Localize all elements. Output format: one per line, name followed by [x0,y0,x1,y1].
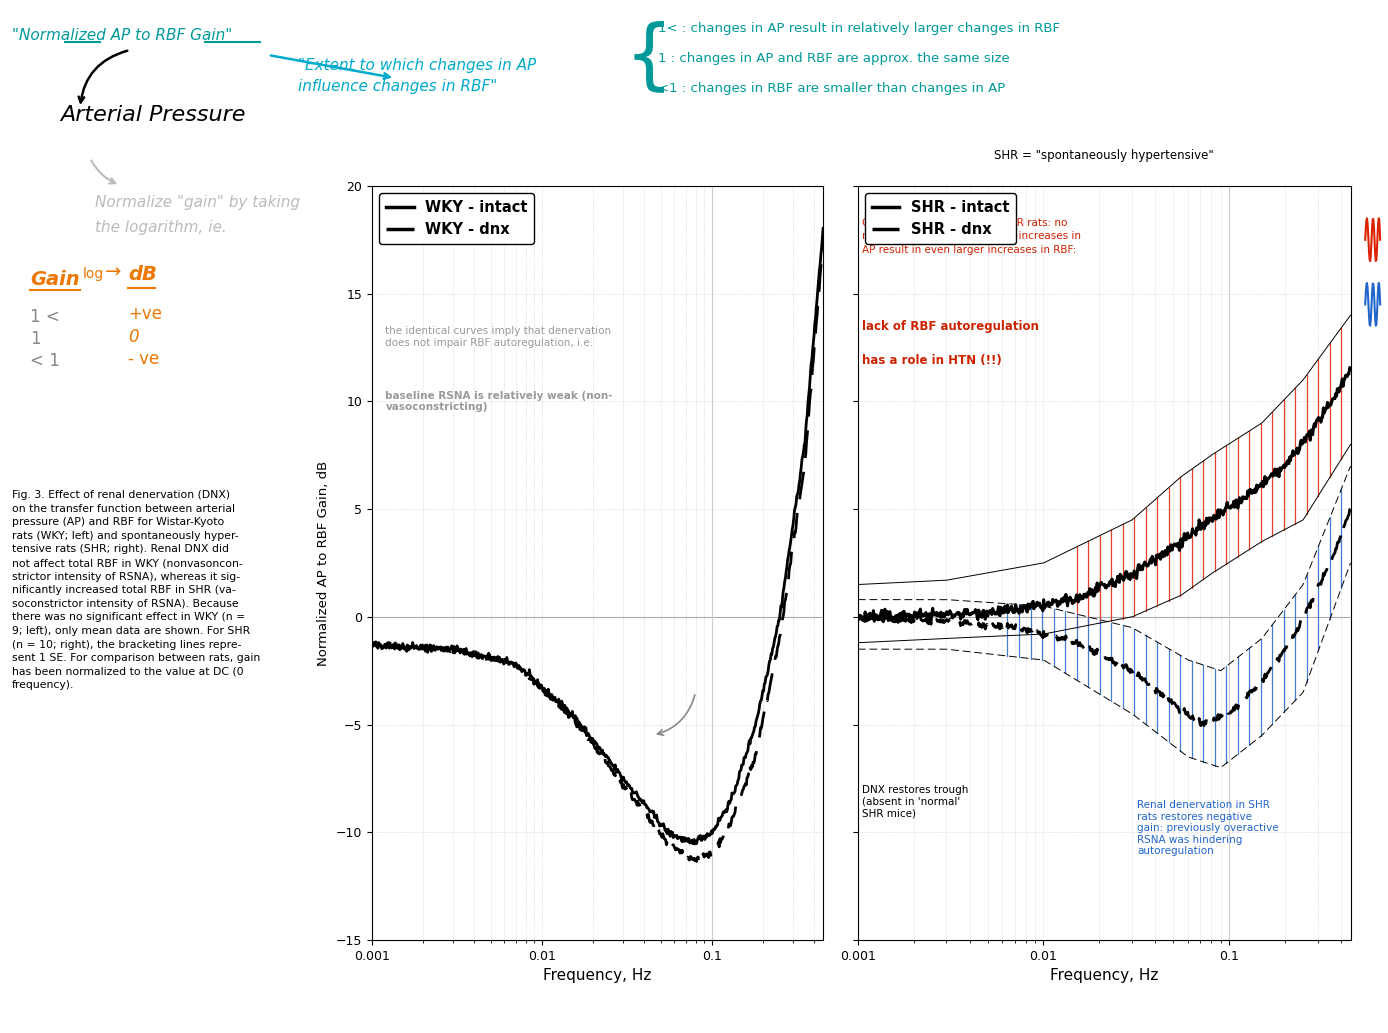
Text: Gain is always positive for SHR rats: no
matter the intensity of RSNA, increases: Gain is always positive for SHR rats: no… [862,218,1081,255]
Text: →: → [105,263,121,282]
Text: 1< : changes in AP result in relatively larger changes in RBF: 1< : changes in AP result in relatively … [658,22,1060,35]
Text: log: log [83,267,104,281]
Text: SHR = "spontaneously hypertensive": SHR = "spontaneously hypertensive" [994,149,1213,162]
Text: baseline RSNA is relatively weak (non-
vasoconstricting): baseline RSNA is relatively weak (non- v… [386,390,613,412]
Y-axis label: Normalized AP to RBF Gain, dB: Normalized AP to RBF Gain, dB [318,461,330,665]
Text: - ve: - ve [128,350,160,368]
Legend: WKY - intact, WKY - dnx: WKY - intact, WKY - dnx [379,193,534,244]
Text: {: { [625,20,673,94]
Text: "Extent to which changes in AP
influence changes in RBF": "Extent to which changes in AP influence… [298,58,536,94]
Text: lack of RBF autoregulation: lack of RBF autoregulation [862,319,1038,333]
Text: Gain: Gain [31,270,79,289]
Text: has a role in HTN (!!): has a role in HTN (!!) [862,354,1002,367]
Text: Arterial Pressure: Arterial Pressure [60,105,246,125]
X-axis label: Frequency, Hz: Frequency, Hz [543,968,652,983]
Text: 1: 1 [31,330,40,348]
Text: dB: dB [128,265,157,284]
Text: the identical curves imply that denervation
does not impair RBF autoregulation, : the identical curves imply that denervat… [386,326,612,347]
Text: "Normalized AP to RBF Gain": "Normalized AP to RBF Gain" [12,28,232,43]
Text: DNX restores trough
(absent in 'normal'
SHR mice): DNX restores trough (absent in 'normal' … [862,785,967,818]
Text: 1 : changes in AP and RBF are approx. the same size: 1 : changes in AP and RBF are approx. th… [658,52,1009,65]
Text: Renal denervation in SHR
rats restores negative
gain: previously overactive
RSNA: Renal denervation in SHR rats restores n… [1137,800,1278,856]
Text: Normalize "gain" by taking: Normalize "gain" by taking [94,195,300,210]
Text: < 1: < 1 [31,352,60,370]
Text: <1 : changes in RBF are smaller than changes in AP: <1 : changes in RBF are smaller than cha… [658,82,1005,95]
Text: Fig. 3. Effect of renal denervation (DNX)
on the transfer function between arter: Fig. 3. Effect of renal denervation (DNX… [12,490,261,690]
X-axis label: Frequency, Hz: Frequency, Hz [1049,968,1159,983]
Text: 0: 0 [128,328,139,346]
Text: 1 <: 1 < [31,308,60,326]
Legend: SHR - intact, SHR - dnx: SHR - intact, SHR - dnx [865,193,1016,244]
Text: +ve: +ve [128,305,162,323]
Text: the logarithm, ie.: the logarithm, ie. [94,220,226,234]
